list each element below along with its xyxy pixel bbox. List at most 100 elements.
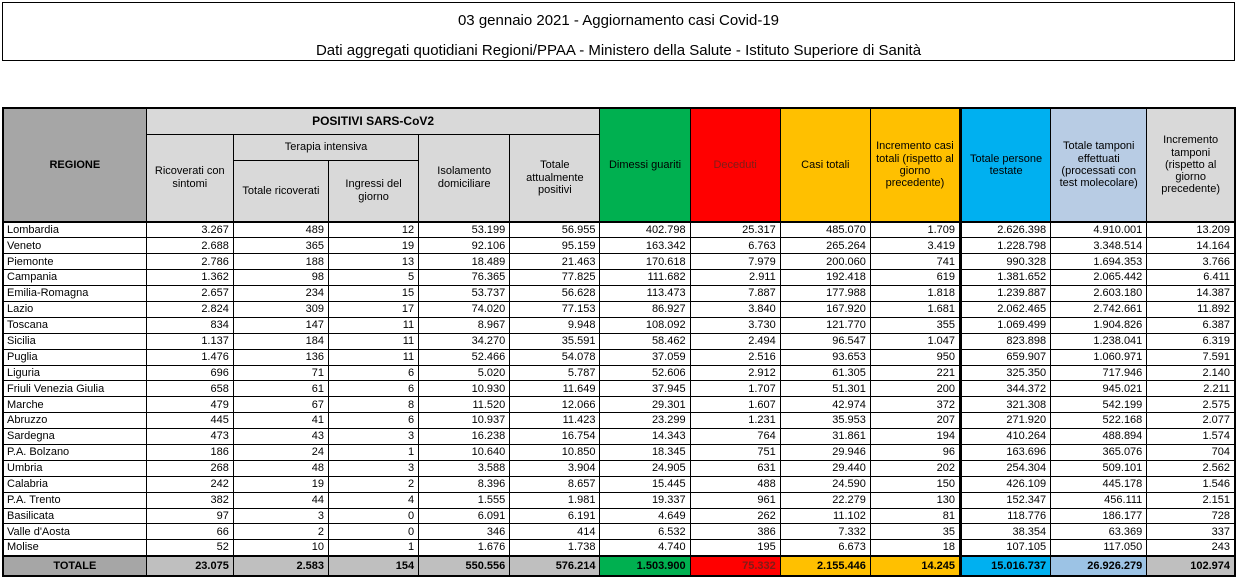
value-cell: 489 [232, 221, 329, 239]
value-cell: 3.588 [418, 459, 511, 477]
totals-value-cell: 14.245 [869, 554, 962, 577]
region-cell: Emilia-Romagna [2, 285, 147, 302]
value-cell: 5 [327, 269, 420, 287]
totals-value-cell: 2.155.446 [779, 554, 871, 577]
value-cell: 56.628 [509, 285, 601, 302]
value-cell: 29.301 [599, 396, 691, 414]
value-cell: 823.898 [959, 332, 1052, 350]
value-cell: 1.574 [1146, 428, 1236, 445]
title-box: 03 gennaio 2021 - Aggiornamento casi Cov… [2, 2, 1235, 61]
value-cell: 113.473 [599, 285, 691, 302]
value-cell: 2 [327, 475, 420, 493]
value-cell: 3.267 [145, 221, 234, 239]
region-cell: Veneto [2, 237, 147, 255]
totals-label-cell: TOTALE [2, 554, 147, 577]
header-row-leaf: Totale ricoverati Ingressi del giorno [3, 159, 1235, 223]
value-cell: 488 [689, 475, 781, 493]
table-row: Umbria 268 48 3 3.588 3.904 24.905 631 29.440 202… [2, 459, 1236, 477]
value-cell: 741 [869, 253, 962, 271]
value-cell: 365 [232, 237, 329, 255]
value-cell: 35.591 [509, 332, 601, 350]
value-cell: 3.904 [509, 459, 601, 477]
value-cell: 107.105 [959, 539, 1052, 557]
value-cell: 18.489 [418, 253, 511, 271]
value-cell: 13.209 [1146, 221, 1236, 239]
value-cell: 23.299 [599, 412, 691, 430]
value-cell: 2.562 [1146, 459, 1236, 477]
value-cell: 2.516 [689, 348, 781, 366]
value-cell: 479 [145, 396, 234, 414]
table-footer: TOTALE 23.075 2.583 154 550.556 576.214 1.503.… [2, 554, 1236, 577]
value-cell: 631 [689, 459, 781, 477]
value-cell: 150 [869, 475, 962, 493]
totals-value-cell: 2.583 [232, 554, 329, 577]
value-cell: 11.423 [509, 412, 601, 430]
value-cell: 24 [232, 443, 329, 461]
value-cell: 4.910.001 [1050, 221, 1148, 239]
value-cell: 37.059 [599, 348, 691, 366]
header-casi-totali: Casi totali [779, 107, 871, 223]
value-cell: 1.738 [509, 539, 601, 557]
value-cell: 717.946 [1050, 364, 1148, 382]
value-cell: 5.787 [509, 364, 601, 382]
value-cell: 2.140 [1146, 364, 1236, 382]
header-terapia-intensiva-group: Terapia intensiva [232, 133, 420, 161]
value-cell: 696 [145, 364, 234, 382]
value-cell: 2.211 [1146, 380, 1236, 398]
region-cell: Sardegna [2, 428, 147, 445]
table-row: Sicilia 1.137 184 11 34.270 35.591 58.462 2.494… [2, 332, 1236, 350]
value-cell: 108.092 [599, 316, 691, 334]
table-row: P.A. Trento 382 44 4 1.555 1.981 19.337 961 22.2… [2, 491, 1236, 509]
header-row-terapia: Ricoverati con sintomi Terapia intensiva… [3, 133, 1235, 223]
value-cell: 24.905 [599, 459, 691, 477]
value-cell: 81 [869, 507, 962, 525]
value-cell: 522.168 [1050, 412, 1148, 430]
value-cell: 6.091 [418, 507, 511, 525]
region-cell: Umbria [2, 459, 147, 477]
table-row: Emilia-Romagna 2.657 234 15 53.737 56.628 113.… [2, 285, 1236, 302]
value-cell: 10 [232, 539, 329, 557]
value-cell: 950 [869, 348, 962, 366]
value-cell: 262 [689, 507, 781, 525]
region-cell: Friuli Venezia Giulia [2, 380, 147, 398]
value-cell: 21.463 [509, 253, 601, 271]
region-cell: Sicilia [2, 332, 147, 350]
value-cell: 2.626.398 [959, 221, 1052, 239]
table-row: Lombardia 3.267 489 12 53.199 56.955 402.798 25… [2, 221, 1236, 239]
value-cell: 1.228.798 [959, 237, 1052, 255]
value-cell: 4 [327, 491, 420, 509]
value-cell: 92.106 [418, 237, 511, 255]
value-cell: 1.476 [145, 348, 234, 366]
header-deceduti: Deceduti [689, 107, 781, 223]
value-cell: 1.904.826 [1050, 316, 1148, 334]
value-cell: 961 [689, 491, 781, 509]
value-cell: 834 [145, 316, 234, 334]
value-cell: 485.070 [779, 221, 871, 239]
value-cell: 1.546 [1146, 475, 1236, 493]
value-cell: 6.319 [1146, 332, 1236, 350]
title-line-1: 03 gennaio 2021 - Aggiornamento casi Cov… [457, 12, 780, 29]
table-row: Toscana 834 147 11 8.967 9.948 108.092 3.730 121… [2, 316, 1236, 334]
value-cell: 12 [327, 221, 420, 239]
value-cell: 51.301 [779, 380, 871, 398]
value-cell: 76.365 [418, 269, 511, 287]
value-cell: 200.060 [779, 253, 871, 271]
value-cell: 37.945 [599, 380, 691, 398]
value-cell: 95.159 [509, 237, 601, 255]
value-cell: 386 [689, 523, 781, 541]
value-cell: 147 [232, 316, 329, 334]
totals-value-cell: 15.016.737 [959, 554, 1052, 577]
value-cell: 6.411 [1146, 269, 1236, 287]
value-cell: 1.676 [418, 539, 511, 557]
value-cell: 7.887 [689, 285, 781, 302]
covid-regions-table: REGIONE POSITIVI SARS-CoV2 Dimessi guari… [2, 107, 1236, 577]
value-cell: 2.575 [1146, 396, 1236, 414]
header-row-groups: REGIONE POSITIVI SARS-CoV2 Dimessi guari… [2, 107, 1236, 223]
value-cell: 14.343 [599, 428, 691, 445]
value-cell: 1 [327, 443, 420, 461]
value-cell: 1.137 [145, 332, 234, 350]
value-cell: 11.892 [1146, 300, 1236, 318]
table-row: Campania 1.362 98 5 76.365 77.825 111.682 2.911… [2, 269, 1236, 287]
value-cell: 29.440 [779, 459, 871, 477]
value-cell: 1.818 [869, 285, 962, 302]
